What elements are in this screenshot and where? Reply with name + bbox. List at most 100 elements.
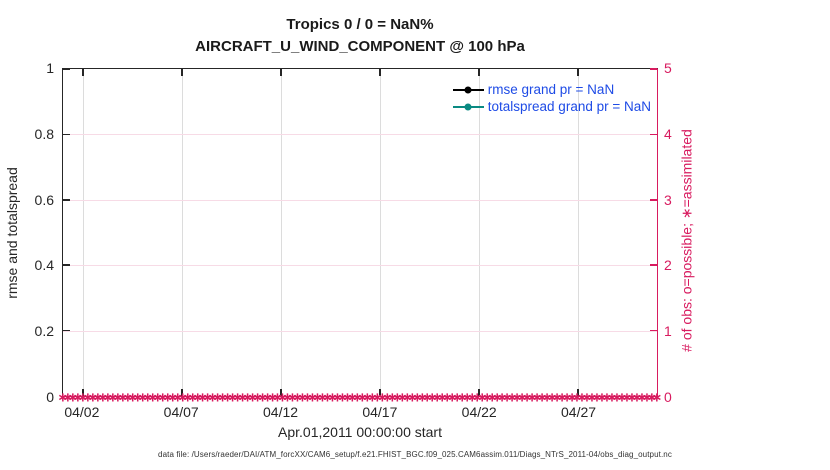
assimilated-obs-marker: ∗ <box>107 390 119 406</box>
assimilated-obs-marker: ∗ <box>471 390 483 406</box>
horizontal-gridline <box>63 265 657 267</box>
chart-title-block: Tropics 0 / 0 = NaN% AIRCRAFT_U_WIND_COM… <box>62 14 658 58</box>
assimilated-obs-marker: ∗ <box>576 390 588 406</box>
assimilated-obs-marker: ∗ <box>67 390 79 406</box>
assimilated-obs-marker: ∗ <box>611 390 623 406</box>
assimilated-obs-marker: ∗ <box>222 390 234 406</box>
x-tick-mark <box>181 69 183 76</box>
vertical-gridline <box>478 69 480 396</box>
assimilated-obs-marker: ∗ <box>72 390 84 406</box>
assimilated-obs-marker: ∗ <box>372 390 383 406</box>
horizontal-gridline <box>63 330 657 332</box>
assimilated-obs-marker: ∗ <box>566 390 578 406</box>
assimilated-obs-marker: ∗ <box>352 390 363 406</box>
assimilated-obs-marker: ∗ <box>57 390 69 406</box>
assimilated-obs-marker: ∗ <box>127 390 139 406</box>
assimilated-obs-marker: ∗ <box>606 390 618 406</box>
horizontal-gridline <box>63 134 657 136</box>
legend-entry-totalspread: totalspread grand pr = NaN <box>452 98 651 115</box>
assimilated-obs-marker: ∗ <box>172 390 184 406</box>
x-tick-mark <box>181 389 183 396</box>
vertical-gridline <box>379 69 381 396</box>
assimilated-obs-marker: ∗ <box>641 390 653 406</box>
assimilated-obs-marker: ∗ <box>277 390 289 406</box>
left-y-tick-label: 0.2 <box>34 323 54 340</box>
assimilated-obs-marker: ∗ <box>242 390 254 406</box>
y-tick-mark <box>63 264 70 266</box>
y-tick-mark <box>650 329 657 332</box>
assimilated-obs-marker: ∗ <box>551 390 563 406</box>
assimilated-obs-marker: ∗ <box>441 390 453 406</box>
assimilated-obs-marker: ∗ <box>132 390 144 406</box>
right-y-tick-label: 2 <box>664 257 672 274</box>
rmse-line-sample <box>452 86 484 93</box>
assimilated-obs-marker: ∗ <box>167 390 179 406</box>
assimilated-obs-marker: ∗ <box>252 390 264 406</box>
assimilated-obs-marker: ∗ <box>556 390 568 406</box>
assimilated-obs-marker: ∗ <box>357 390 368 406</box>
assimilated-obs-marker: ∗ <box>621 390 633 406</box>
assimilated-obs-marker: ∗ <box>212 390 224 406</box>
x-tick-mark <box>478 389 480 396</box>
x-tick-mark <box>280 389 282 396</box>
assimilated-obs-marker: ∗ <box>396 390 408 406</box>
horizontal-gridline <box>63 199 657 201</box>
vertical-gridline <box>577 69 579 396</box>
assimilated-obs-marker: ∗ <box>307 390 319 406</box>
assimilated-obs-marker: ∗ <box>92 390 104 406</box>
assimilated-obs-marker: ∗ <box>526 390 538 406</box>
assimilated-obs-marker: ∗ <box>262 390 274 406</box>
assimilated-obs-marker: ∗ <box>342 390 353 406</box>
assimilated-obs-marker: ∗ <box>177 390 189 406</box>
right-y-tick-label: 1 <box>664 323 672 340</box>
assimilated-obs-marker: ∗ <box>491 390 503 406</box>
assimilated-obs-marker: ∗ <box>506 390 518 406</box>
assimilated-obs-marker: ∗ <box>292 390 304 406</box>
assimilated-obs-marker: ∗ <box>406 390 418 406</box>
assimilated-obs-marker: ∗ <box>152 390 164 406</box>
assimilated-obs-marker: ∗ <box>501 390 513 406</box>
assimilated-obs-marker: ∗ <box>232 390 244 406</box>
vertical-gridline <box>280 69 282 396</box>
assimilated-obs-marker: ∗ <box>87 390 99 406</box>
legend-entry-rmse: rmse grand pr = NaN <box>452 81 651 98</box>
assimilated-obs-marker: ∗ <box>302 390 314 406</box>
assimilated-obs-marker: ∗ <box>227 390 239 406</box>
x-tick-mark <box>82 69 84 76</box>
assimilated-obs-marker: ∗ <box>257 390 269 406</box>
assimilated-obs-marker: ∗ <box>586 390 598 406</box>
assimilated-obs-marker: ∗ <box>162 390 174 406</box>
y-tick-mark <box>63 68 70 70</box>
x-tick-mark <box>577 69 579 76</box>
assimilated-obs-marker: ∗ <box>267 390 279 406</box>
assimilated-obs-marker: ∗ <box>541 390 553 406</box>
assimilated-obs-marker: ∗ <box>431 390 443 406</box>
data-file-caption: data file: /Users/raeder/DAI/ATM_forcXX/… <box>158 450 672 459</box>
left-y-tick-label: 1 <box>46 60 54 76</box>
assimilated-obs-marker: ∗ <box>142 390 154 406</box>
assimilated-obs-marker: ∗ <box>202 390 214 406</box>
x-tick-mark <box>478 69 480 76</box>
assimilated-obs-marker: ∗ <box>247 390 259 406</box>
left-y-tick-label: 0 <box>46 389 54 405</box>
y-tick-mark <box>63 329 70 332</box>
x-tick-mark <box>280 69 282 76</box>
totalspread-line-sample <box>452 103 484 110</box>
assimilated-obs-marker: ∗ <box>496 390 508 406</box>
left-y-tick-label: 0.8 <box>34 125 54 142</box>
assimilated-obs-marker: ∗ <box>461 390 473 406</box>
assimilated-obs-marker: ∗ <box>511 390 523 406</box>
assimilated-obs-marker: ∗ <box>332 390 343 406</box>
assimilated-obs-marker: ∗ <box>561 390 573 406</box>
assimilated-obs-marker: ∗ <box>591 390 603 406</box>
plot-area: ∗ ∗ ∗ ∗ ∗ ∗ ∗ ∗ ∗ ∗ ∗ ∗ ∗ ∗ ∗ ∗ ∗ ∗ ∗ ∗ ∗ ∗ ∗ ∗ ∗ ∗ ∗ ∗ ∗ ∗ ∗ ∗ ∗ ∗ ∗ ∗ ∗ ∗ ∗ ∗… <box>58 68 662 405</box>
chart-subtitle: AIRCRAFT_U_WIND_COMPONENT @ 100 hPa <box>195 38 525 55</box>
y-tick-mark <box>63 199 70 201</box>
x-axis-title: Apr.01,2011 00:00:00 start <box>278 424 442 440</box>
legend: rmse grand pr = NaN totalspread grand pr… <box>452 81 651 115</box>
right-y-tick-label: 5 <box>664 60 672 76</box>
y-tick-mark <box>650 68 657 70</box>
assimilated-obs-marker: ∗ <box>117 390 129 406</box>
rmse-marker-icon <box>464 86 472 93</box>
